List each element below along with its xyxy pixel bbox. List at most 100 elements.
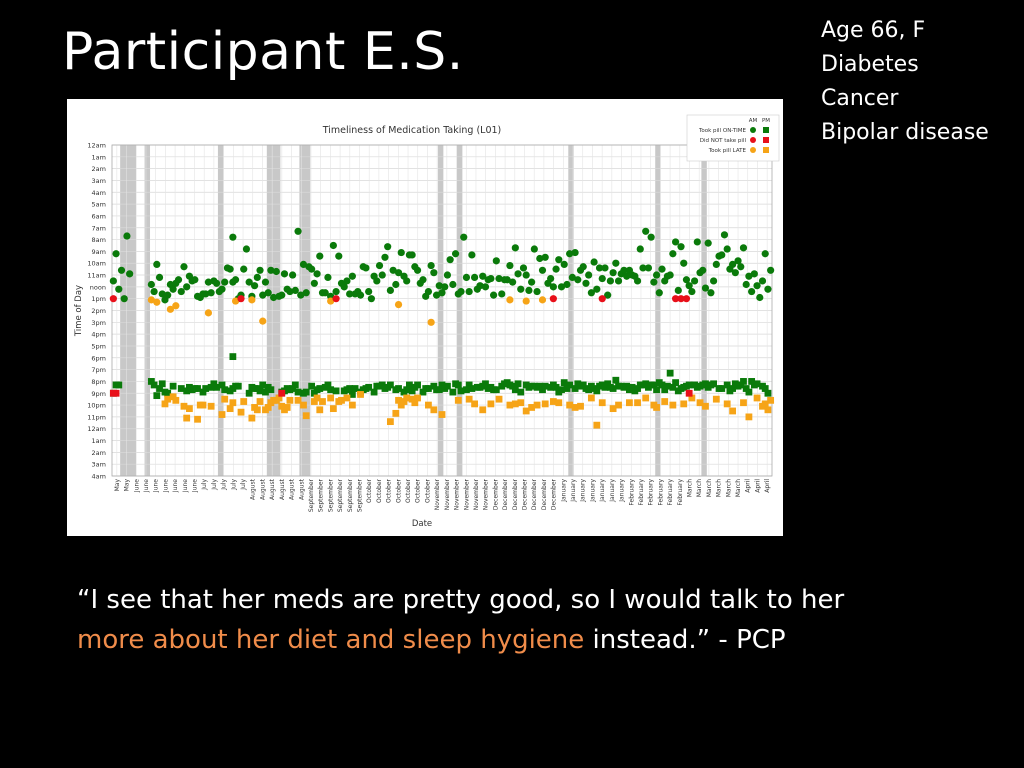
- pm-ontime-point: [351, 385, 359, 392]
- am-ontime-point: [335, 252, 343, 260]
- pm-ontime-point: [593, 387, 601, 395]
- am-ontime-point: [212, 279, 221, 287]
- y-tick-label: 12am: [87, 425, 106, 433]
- pm-ontime-point: [465, 381, 473, 389]
- pm-ontime-point: [742, 385, 750, 392]
- pm-ontime-point: [536, 382, 544, 390]
- pm-ontime-point: [327, 386, 335, 394]
- am-ontime-point: [533, 287, 541, 296]
- pm-late-point: [471, 400, 478, 408]
- pm-ontime-point: [685, 381, 693, 389]
- am-ontime-point: [397, 248, 405, 257]
- am-ontime-point: [438, 289, 446, 297]
- x-tick-label: August: [259, 478, 266, 500]
- pm-late-point: [764, 406, 772, 414]
- y-tick-label: noon: [90, 283, 106, 291]
- pm-ontime-point: [710, 380, 718, 388]
- info-condition-3: Bipolar disease: [821, 120, 989, 145]
- am-ontime-point: [503, 276, 511, 284]
- am-ontime-point: [126, 270, 134, 278]
- am-ontime-point: [598, 274, 606, 283]
- am-missed-point: [237, 295, 245, 303]
- pm-ontime-point: [509, 382, 517, 390]
- am-ontime-point: [525, 286, 533, 295]
- am-ontime-point: [261, 278, 270, 286]
- pcp-quote: “I see that her meds are pretty good, so…: [77, 580, 957, 660]
- y-tick-label: 7pm: [91, 366, 106, 374]
- x-tick-label: February: [657, 479, 664, 506]
- pm-late-point: [680, 400, 688, 408]
- am-ontime-point: [742, 280, 750, 289]
- am-ontime-point: [432, 291, 441, 299]
- pm-ontime-point: [664, 382, 671, 390]
- am-ontime-point: [650, 278, 658, 286]
- am-ontime-point: [308, 265, 316, 273]
- pm-late-point: [316, 406, 324, 414]
- am-ontime-point: [286, 287, 294, 296]
- pm-ontime-point: [403, 386, 411, 394]
- x-tick-label: March: [696, 479, 703, 497]
- y-tick-label: 9pm: [91, 390, 106, 398]
- pm-ontime-point: [468, 385, 476, 392]
- x-tick-label: November: [483, 478, 490, 510]
- am-ontime-point: [460, 233, 468, 241]
- pm-ontime-point: [408, 387, 416, 395]
- am-ontime-point: [710, 277, 718, 285]
- am-ontime-point: [384, 243, 392, 251]
- am-ontime-point: [555, 256, 563, 264]
- pm-ontime-point: [294, 388, 302, 396]
- am-ontime-point: [264, 289, 272, 297]
- x-tick-label: September: [337, 478, 344, 512]
- am-ontime-point: [547, 274, 555, 283]
- am-ontime-point: [693, 238, 701, 246]
- am-ontime-point: [443, 271, 452, 279]
- pm-ontime-point: [463, 386, 470, 394]
- x-tick-label: June: [182, 479, 189, 493]
- am-ontime-point: [321, 289, 329, 297]
- x-axis-label: Date: [412, 519, 432, 529]
- am-ontime-point: [712, 260, 720, 268]
- am-ontime-point: [571, 248, 579, 257]
- am-ontime-point: [403, 277, 411, 285]
- am-ontime-point: [552, 265, 560, 273]
- pm-ontime-point: [702, 380, 709, 388]
- pm-ontime-point: [653, 386, 660, 394]
- legend-am-marker: [750, 147, 756, 153]
- am-late-point: [248, 296, 256, 304]
- am-ontime-point: [585, 271, 593, 279]
- pm-ontime-point: [164, 389, 172, 397]
- x-tick-label: March: [706, 479, 713, 497]
- am-ontime-point: [514, 270, 522, 278]
- am-ontime-point: [280, 270, 289, 278]
- x-tick-label: December: [541, 478, 548, 510]
- pm-late-point: [395, 396, 402, 404]
- pm-late-point: [310, 398, 318, 405]
- pm-ontime-point: [147, 378, 155, 385]
- pm-ontime-point: [308, 382, 316, 390]
- x-tick-label: February: [648, 479, 655, 506]
- x-tick-label: November: [454, 478, 461, 510]
- x-tick-label: March: [725, 479, 732, 497]
- am-missed-point: [677, 295, 685, 303]
- am-late-point: [427, 318, 435, 326]
- pm-ontime-point: [661, 386, 669, 394]
- am-ontime-point: [568, 273, 576, 281]
- pm-late-point: [555, 399, 563, 407]
- y-tick-label: 8pm: [91, 378, 106, 386]
- pm-late-point: [348, 401, 356, 409]
- am-ontime-point: [601, 264, 609, 272]
- y-tick-label: 9am: [92, 248, 106, 256]
- am-ontime-point: [652, 271, 661, 279]
- am-ontime-point: [655, 289, 663, 297]
- pm-ontime-point: [539, 386, 546, 394]
- y-axis-label: Time of Day: [74, 285, 84, 337]
- pm-late-point: [237, 408, 245, 416]
- x-tick-label: November: [444, 478, 451, 510]
- pm-ontime-point: [346, 385, 354, 392]
- x-tick-label: June: [162, 479, 169, 493]
- am-ontime-point: [180, 263, 188, 271]
- pm-ontime-point: [207, 383, 215, 391]
- pm-ontime-point: [444, 382, 451, 390]
- am-ontime-point: [117, 266, 126, 274]
- am-ontime-point: [761, 250, 769, 258]
